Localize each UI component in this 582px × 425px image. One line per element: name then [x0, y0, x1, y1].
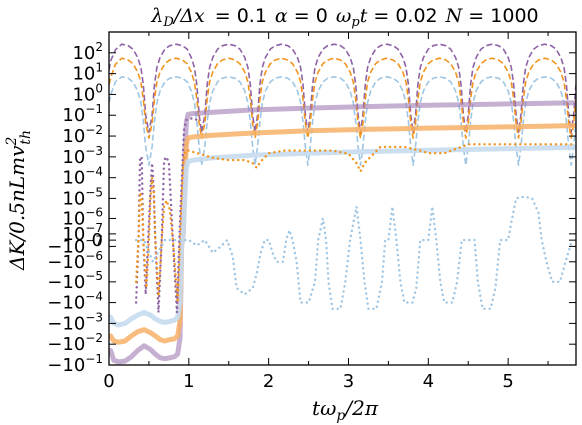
x-label-tail: /2π	[343, 396, 378, 420]
series-blue-solid	[109, 144, 576, 328]
x-label-sub: p	[336, 408, 345, 424]
y-tick-label: 10−3	[62, 144, 103, 168]
title-param2-value: 0	[316, 5, 328, 27]
series-orange-dashed	[109, 57, 576, 139]
y-label-sub: th	[18, 130, 34, 145]
title-param3-symbol: ω	[336, 5, 352, 27]
y-tick-label: 102	[72, 40, 103, 64]
title-param3-tail: t	[360, 5, 368, 27]
x-tick-label: 3	[343, 371, 354, 392]
y-tick-label: 101	[72, 61, 103, 85]
title-param1-symbol: λ	[150, 5, 163, 27]
title-param1-value: 0.1	[237, 5, 267, 27]
x-tick-label: 1	[183, 371, 194, 392]
y-tick-label: 10−6	[62, 205, 103, 229]
title-param3-sub: p	[351, 15, 360, 30]
y-tick-label: 10−1	[62, 102, 103, 126]
y-tick-label: 10−4	[62, 165, 103, 189]
y-tick-label: −10−4	[47, 290, 103, 314]
series-purple-dashed	[109, 43, 576, 134]
series-orange-dotted	[134, 143, 576, 304]
y-label-main: ΔK/0.5nLmv	[5, 145, 29, 271]
y-tick-label: −10−2	[47, 331, 103, 355]
series-layer	[109, 43, 576, 365]
title-param2-symbol: α	[275, 5, 288, 27]
chart-title: λD/Δx = 0.1 α = 0 ωpt = 0.02 N = 1000	[150, 5, 538, 30]
x-axis-label: tωp/2π	[312, 396, 379, 424]
title-param3-value: 0.02	[395, 5, 437, 27]
title-param4-value: 1000	[490, 5, 538, 27]
series-blue-dotted	[134, 195, 574, 310]
y-tick-label: 0	[92, 230, 103, 251]
y-tick-label: −10−5	[47, 269, 103, 293]
title-param1-tail: /Δx	[172, 5, 205, 27]
y-axis-ticks: 10210110010−110−210−310−410−510−610−70−1…	[47, 40, 576, 376]
x-tick-label: 4	[423, 371, 434, 392]
y-tick-label: 10−7	[62, 221, 103, 245]
y-tick-label: −10−3	[47, 310, 103, 334]
y-tick-label: 10−2	[62, 123, 103, 147]
x-axis-ticks: 0 1 2 3 4 5	[103, 32, 549, 392]
y-tick-label: 10−5	[62, 185, 103, 209]
y-tick-label: −10−7	[47, 233, 103, 257]
y-tick-label: 100	[72, 81, 103, 105]
y-tick-label: −10−1	[47, 352, 103, 376]
title-param4-symbol: N	[445, 5, 464, 27]
title-param1-sub: D	[162, 15, 174, 30]
series-blue-dashed	[109, 76, 576, 166]
x-tick-label: 5	[502, 371, 513, 392]
y-axis-label: ΔK/0.5nLmv2th	[4, 130, 34, 271]
x-tick-label: 2	[263, 371, 274, 392]
y-label-sup: 2	[4, 137, 20, 147]
x-tick-label: 0	[103, 371, 114, 392]
x-label-main: tω	[312, 396, 336, 420]
y-tick-label: −10−6	[47, 249, 103, 273]
